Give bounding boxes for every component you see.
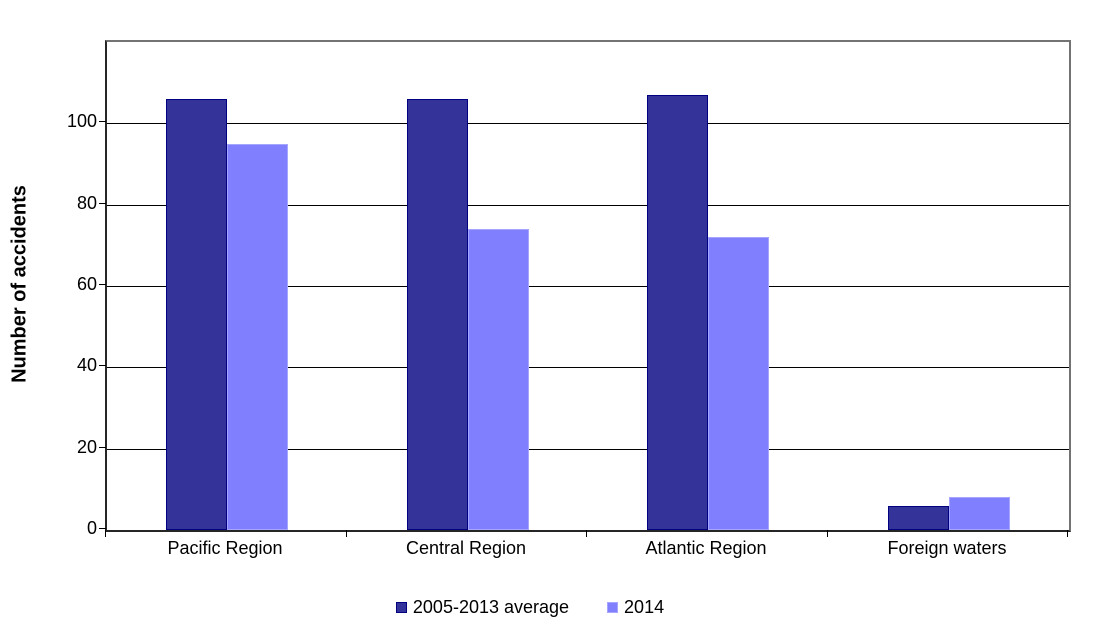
legend-swatch-1: [607, 602, 619, 613]
x-tick-mark-2: [586, 530, 587, 537]
plot-area: [105, 40, 1071, 532]
x-category-label-2: Atlantic Region: [645, 538, 767, 558]
bar-foreign-waters-series-0: [888, 506, 949, 530]
y-tick-mark-60: [99, 284, 106, 285]
bar-pacific-region-series-0: [166, 99, 227, 530]
bar-pacific-region-series-1: [227, 144, 288, 530]
bar-atlantic-region-series-0: [647, 95, 708, 530]
x-tick-mark-0: [105, 530, 106, 537]
bar-central-region-series-1: [468, 229, 529, 530]
y-tick-label-60: 60: [76, 274, 97, 294]
x-tick-mark-4: [1067, 530, 1068, 537]
y-tick-label-0: 0: [86, 518, 97, 538]
bar-atlantic-region-series-1: [708, 237, 769, 530]
legend-item-0: 2005-2013 average: [395, 597, 570, 618]
bar-foreign-waters-series-1: [949, 497, 1010, 530]
x-tick-mark-3: [827, 530, 828, 537]
y-tick-label-40: 40: [76, 355, 97, 375]
y-tick-mark-0: [99, 528, 106, 529]
x-tick-mark-1: [346, 530, 347, 537]
legend: 2005-2013 average 2014: [0, 597, 1060, 618]
gridline-60: [107, 286, 1069, 287]
legend-label-1: 2014: [624, 597, 665, 617]
legend-label-0: 2005-2013 average: [412, 597, 570, 617]
y-tick-label-100: 100: [66, 111, 97, 131]
gridline-80: [107, 205, 1069, 206]
x-category-label-1: Central Region: [405, 538, 527, 558]
gridline-20: [107, 449, 1069, 450]
y-tick-label-80: 80: [76, 193, 97, 213]
y-tick-mark-80: [99, 203, 106, 204]
gridline-100: [107, 123, 1069, 124]
x-category-label-3: Foreign waters: [887, 538, 1007, 558]
bar-central-region-series-0: [407, 99, 468, 530]
legend-item-1: 2014: [607, 597, 664, 618]
gridline-40: [107, 367, 1069, 368]
y-tick-mark-20: [99, 447, 106, 448]
x-category-label-0: Pacific Region: [167, 538, 283, 558]
y-tick-mark-40: [99, 365, 106, 366]
y-tick-mark-100: [99, 121, 106, 122]
y-tick-label-20: 20: [76, 437, 97, 457]
legend-swatch-0: [395, 602, 407, 613]
y-axis-title: Number of accidents: [8, 185, 31, 383]
